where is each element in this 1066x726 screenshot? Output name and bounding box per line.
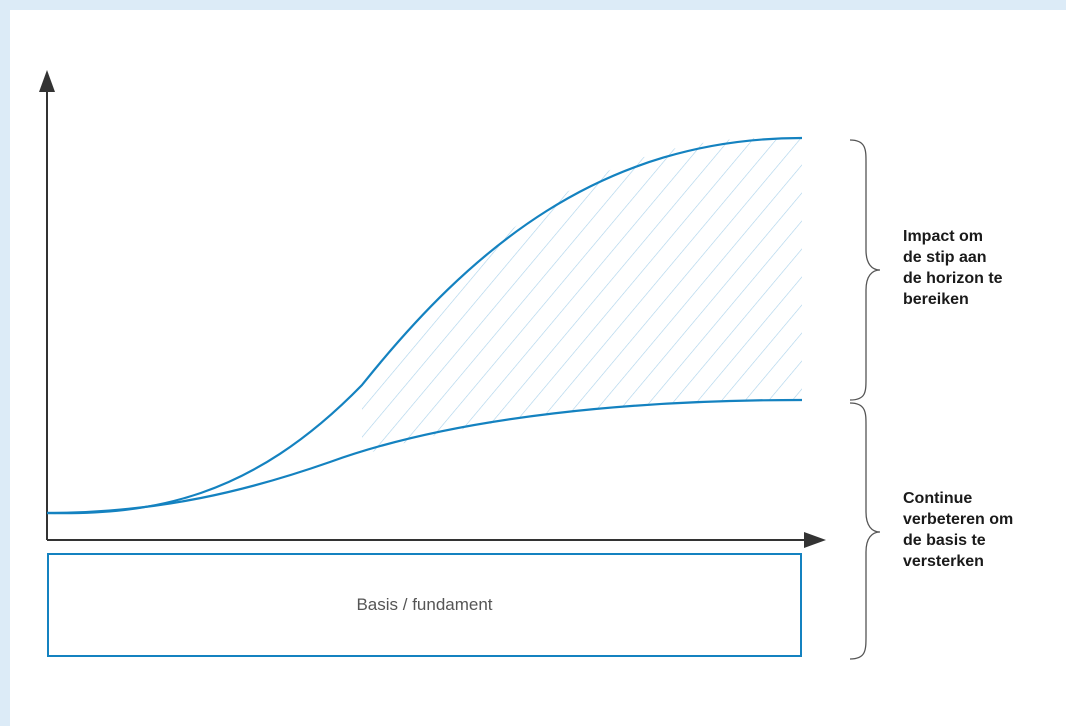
basis-box: Basis / fundament [47, 553, 802, 657]
continuous-brace-icon [849, 402, 881, 660]
continuous-curve [46, 398, 803, 515]
x-axis-arrow-icon [804, 532, 826, 548]
continuous-label: Continue verbeteren om de basis te verst… [903, 490, 1014, 570]
impact-brace-icon [849, 139, 881, 401]
impact-label: Impact om de stip aan de horizon te bere… [903, 228, 1003, 308]
y-axis-arrow-icon [39, 70, 55, 92]
basis-label: Basis / fundament [356, 595, 493, 614]
impact-hatched-area [362, 138, 802, 455]
